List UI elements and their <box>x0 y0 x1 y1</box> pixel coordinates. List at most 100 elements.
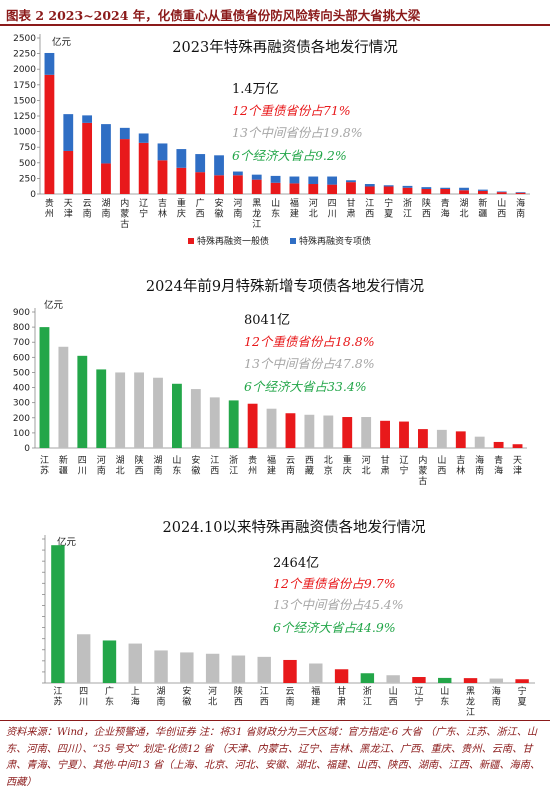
bar-general <box>119 139 130 194</box>
x-category-label: 黑龙江 <box>252 198 261 230</box>
bar-general <box>232 175 243 194</box>
x-category-label: 湖南 <box>157 686 166 708</box>
annotation-red: 12个重债省份占18.8% <box>244 334 375 349</box>
bar <box>190 389 201 448</box>
annotation-dark: 2464亿 <box>273 556 319 571</box>
unit-label: 亿元 <box>52 36 72 48</box>
header-rule <box>0 24 550 26</box>
bar <box>323 415 334 448</box>
x-category-label: 湖北 <box>116 455 125 477</box>
bar <box>360 673 375 683</box>
bar <box>153 377 163 448</box>
bar-special <box>214 155 224 176</box>
x-category-label: 云南 <box>285 687 294 708</box>
bar-special <box>63 114 74 151</box>
bar <box>386 675 400 683</box>
x-category-label: 吉林 <box>158 198 167 220</box>
bar-general <box>496 192 507 194</box>
y-tick-label: 700 <box>13 338 30 348</box>
bar <box>361 417 372 448</box>
bar-general <box>515 192 526 194</box>
annotation-gray: 13个中间省份占19.8% <box>232 125 363 140</box>
y-tick-label: 300 <box>13 399 30 409</box>
annotation-gray: 13个中间省份占45.4% <box>273 597 404 612</box>
annotation-green: 6个经济大省占44.9% <box>273 620 396 635</box>
bar-general <box>251 179 262 194</box>
bar <box>154 650 168 683</box>
x-category-label: 甘肃 <box>337 685 346 708</box>
bar-special <box>402 185 413 188</box>
bar-general <box>44 74 55 194</box>
y-tick-label: 250 <box>19 174 36 184</box>
bar <box>205 653 220 683</box>
annotation-red: 12个重债省份占9.7% <box>273 576 396 591</box>
x-category-label: 甘肃 <box>381 454 390 477</box>
x-category-label: 西藏 <box>305 455 314 477</box>
bar <box>266 408 277 448</box>
y-tick-label: 1500 <box>13 96 36 106</box>
bar <box>96 369 107 448</box>
x-category-label: 青海 <box>441 197 450 220</box>
y-tick-label: 500 <box>19 159 36 169</box>
x-category-label: 辽宁 <box>139 198 148 220</box>
y-tick-label: 200 <box>13 414 30 424</box>
x-category-label: 浙江 <box>403 197 412 220</box>
bar-special <box>101 124 111 164</box>
x-category-label: 福建 <box>290 197 299 220</box>
bar-special <box>346 180 356 183</box>
bar-general <box>346 182 356 194</box>
bar-special <box>270 175 281 183</box>
x-category-label: 海南 <box>475 454 484 477</box>
legend-label: 特殊再融资一般债 <box>197 235 269 247</box>
bar-special <box>440 187 451 190</box>
y-tick-label: 600 <box>13 353 30 363</box>
bar <box>455 431 466 448</box>
bar-special <box>138 133 149 143</box>
legend-label: 特殊再融资专项债 <box>299 235 371 247</box>
y-tick-label: 900 <box>13 308 30 318</box>
x-category-label: 江西 <box>210 455 219 477</box>
x-category-label: 福建 <box>267 454 276 477</box>
bar <box>399 421 409 448</box>
x-category-label: 山东 <box>271 198 280 220</box>
bar-special <box>232 171 243 176</box>
y-tick-label: 0 <box>24 444 30 454</box>
bar <box>489 678 504 683</box>
x-category-label: 陕西 <box>422 197 431 220</box>
bar-general <box>82 122 93 194</box>
bar-general <box>440 189 451 194</box>
x-category-label: 山西 <box>437 455 446 477</box>
x-category-label: 宁夏 <box>518 685 527 708</box>
bar <box>257 656 271 683</box>
x-category-label: 山西 <box>497 198 506 220</box>
bar <box>228 400 239 448</box>
bar <box>418 429 428 448</box>
x-category-label: 河北 <box>362 454 371 477</box>
bar-special <box>477 189 488 191</box>
x-category-label: 河南 <box>97 454 106 477</box>
bar <box>515 679 529 683</box>
bar <box>304 414 315 448</box>
bar-special <box>157 143 168 161</box>
bar-special <box>119 127 130 140</box>
bar <box>438 677 452 683</box>
bar <box>39 327 50 448</box>
bar-special <box>327 176 338 185</box>
bar-special <box>176 149 187 168</box>
bar-general <box>195 172 206 194</box>
y-tick-label: 2500 <box>13 34 36 44</box>
x-category-label: 山东 <box>172 455 181 477</box>
x-category-label: 海南 <box>492 685 501 708</box>
x-category-label: 广西 <box>196 197 205 220</box>
legend-swatch <box>290 238 296 244</box>
bar <box>436 429 447 448</box>
bar <box>134 372 144 448</box>
x-category-label: 重庆 <box>343 454 352 477</box>
bar-special <box>195 154 206 173</box>
bar-general <box>270 182 281 194</box>
bar <box>247 403 258 448</box>
annotation-green: 6个经济大省占9.2% <box>232 148 347 163</box>
y-tick-label: 500 <box>13 368 30 378</box>
bar-special <box>364 184 375 187</box>
bar <box>493 441 504 448</box>
